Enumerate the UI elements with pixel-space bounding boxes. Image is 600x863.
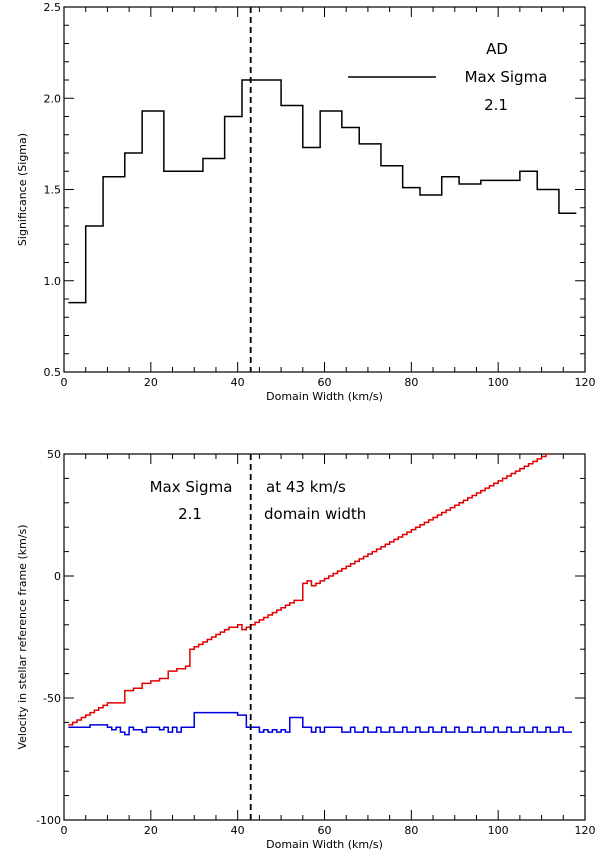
annotation-text: AD [486,40,508,58]
x-tick-label: 120 [575,824,596,837]
y-tick-label: 1.0 [44,275,62,288]
x-tick-label: 120 [575,376,596,389]
annotation-text: 2.1 [484,96,508,114]
x-tick-label: 20 [144,824,158,837]
y-tick-label: 2.0 [44,92,62,105]
annotation-text: Max Sigma [150,478,233,496]
y-tick-label: 2.5 [44,1,62,14]
x-tick-label: 40 [231,824,245,837]
x-tick-label: 0 [61,376,68,389]
y-tick-label: -50 [43,692,61,705]
y-tick-label: 0.5 [44,366,62,379]
y-tick-label: 0 [54,570,61,583]
plot-frame [63,6,586,373]
y-tick-label: -100 [36,814,61,827]
x-axis-title: Domain Width (km/s) [266,390,383,403]
x-tick-label: 100 [488,376,509,389]
y-axis-title: Significance (Sigma) [16,133,29,246]
y-tick-label: 50 [47,448,61,461]
annotation-text: Max Sigma [465,68,548,86]
x-tick-label: 40 [231,376,245,389]
annotation-text: domain width [264,505,366,523]
x-tick-label: 60 [318,376,332,389]
annotation-text: 2.1 [178,505,202,523]
x-tick-label: 0 [61,824,68,837]
annotation-text: at 43 km/s [266,478,346,496]
y-tick-label: 1.5 [44,184,62,197]
chart-panel-1: 0 20 40 60 80 100 120 0.5 1.0 1.5 2.0 2.5 Domain Wid… [16,1,596,403]
x-tick-label: 80 [404,376,418,389]
y-axis-title: Velocity in stellar reference frame (km/… [16,524,29,749]
series-line-2 [68,711,572,736]
chart-panel-2: 0 20 40 60 80 100 120 -100 -50 0 50 Domain Width (k… [16,448,596,851]
series-line-1 [68,454,552,726]
x-tick-label: 80 [404,824,418,837]
x-axis-title: Domain Width (km/s) [266,838,383,851]
x-tick-label: 100 [488,824,509,837]
x-tick-label: 60 [318,824,332,837]
x-tick-label: 20 [144,376,158,389]
series-line-1 [68,79,577,304]
